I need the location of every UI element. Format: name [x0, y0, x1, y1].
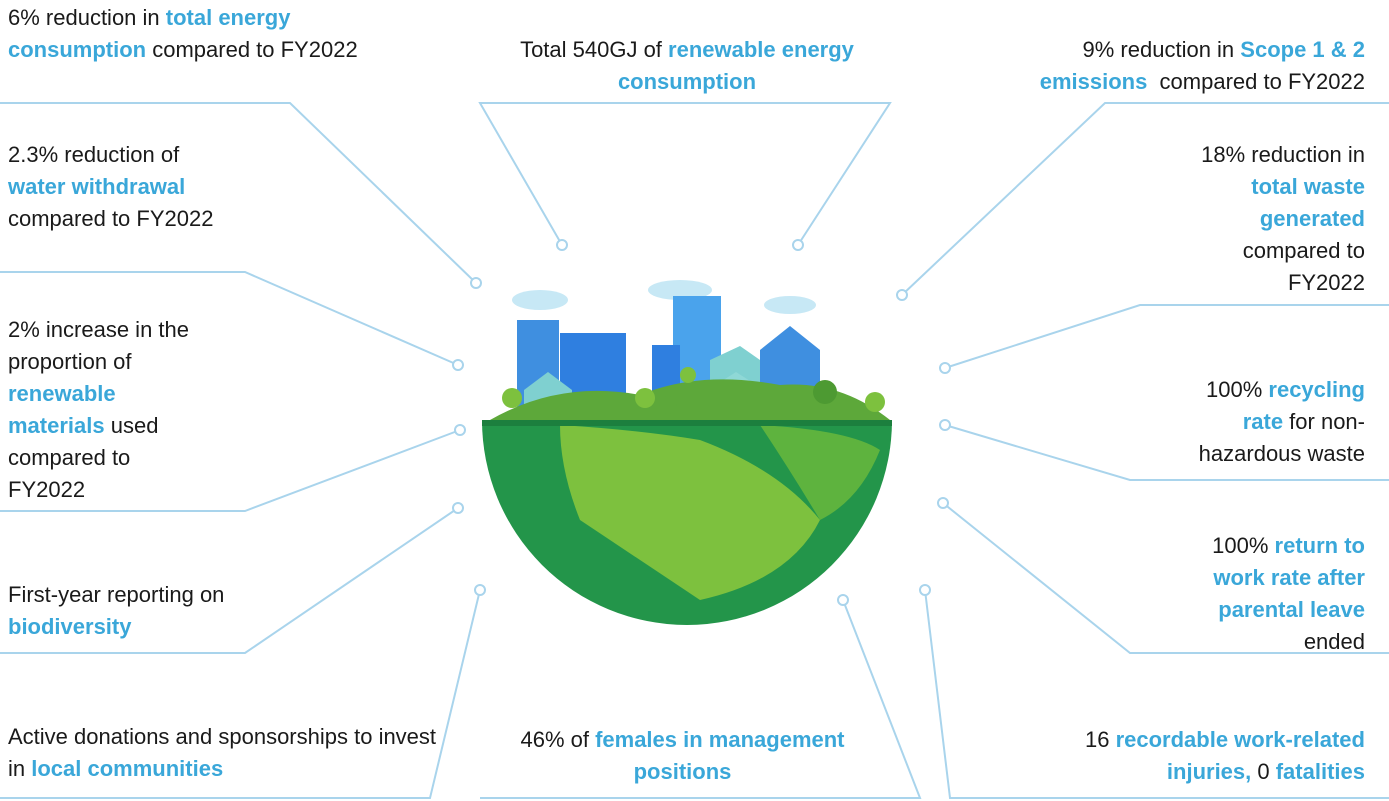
callout: 18% reduction in total waste generated c…: [1187, 139, 1365, 299]
callout: 9% reduction in Scope 1 & 2 emissions co…: [970, 34, 1365, 98]
city: [490, 280, 890, 420]
highlight-text: females in management positions: [595, 727, 851, 784]
body-text: Total 540GJ of: [520, 37, 668, 62]
body-text: 18% reduction in: [1201, 142, 1371, 167]
body-text: 2% increase in the proportion of: [8, 317, 195, 374]
page: 6% reduction in total energy consumption…: [0, 0, 1389, 801]
highlight-text: biodiversity: [8, 614, 131, 639]
highlight-text: fatalities: [1276, 759, 1365, 784]
callout: 16 recordable work-related injuries, 0 f…: [1020, 724, 1365, 788]
body-text: 100%: [1206, 377, 1268, 402]
callout: 2% increase in the proportion of renewab…: [8, 314, 202, 506]
body-text: compared to FY2022: [1147, 69, 1365, 94]
callout: First-year reporting on biodiversity: [8, 579, 258, 643]
callout: 46% of females in management positions: [480, 724, 885, 788]
body-text: compared to FY2022: [146, 37, 358, 62]
body-text: 6% reduction in: [8, 5, 166, 30]
callout: 100% return to work rate after parental …: [1165, 530, 1365, 658]
callout: Total 540GJ of renewable energy consumpt…: [482, 34, 892, 98]
highlight-text: total waste generated: [1251, 174, 1371, 231]
body-text: First-year reporting on: [8, 582, 231, 607]
body-text: 9% reduction in: [1083, 37, 1241, 62]
callout: 2.3% reduction of water withdrawal compa…: [8, 139, 240, 235]
callout: 6% reduction in total energy consumption…: [8, 2, 370, 66]
highlight-text: water withdrawal: [8, 174, 185, 199]
body-text: 100%: [1212, 533, 1274, 558]
body-text: 46% of: [520, 727, 595, 752]
globe: [482, 420, 892, 625]
body-text: 16: [1085, 727, 1116, 752]
callout: Active donations and sponsorships to inv…: [8, 721, 438, 785]
callout: 100% recycling rate for non-hazardous wa…: [1165, 374, 1365, 470]
body-text: 2.3% reduction of: [8, 142, 185, 167]
body-text: 0: [1251, 759, 1275, 784]
highlight-text: local communities: [31, 756, 223, 781]
